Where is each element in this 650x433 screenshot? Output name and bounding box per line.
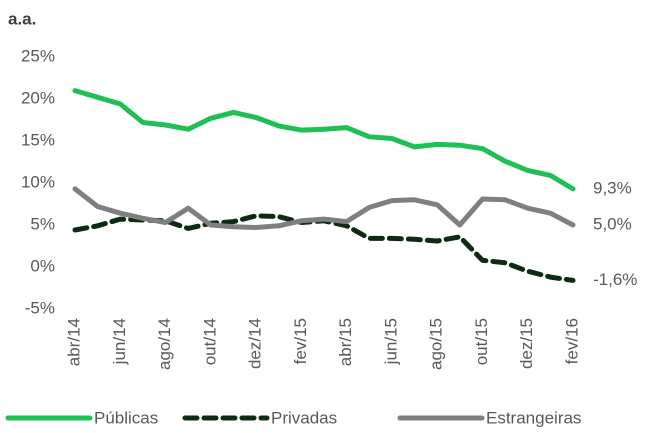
- y-tick-label: 25%: [21, 46, 55, 65]
- x-tick-label: dez/15: [517, 318, 536, 369]
- x-tick-label: abr/14: [64, 318, 83, 366]
- legend-label: Estrangeiras: [486, 408, 581, 427]
- x-tick-label: jun/15: [381, 318, 400, 365]
- x-tick-label: dez/14: [246, 318, 265, 369]
- y-tick-label: 0%: [30, 256, 55, 275]
- x-tick-label: out/14: [200, 318, 219, 365]
- y-tick-label: 15%: [21, 130, 55, 149]
- legend-label: Públicas: [94, 408, 158, 427]
- data-label: -1,6%: [593, 270, 637, 289]
- x-tick-label: abr/15: [336, 318, 355, 366]
- line-series: [72, 213, 576, 283]
- y-tick-label: 20%: [21, 88, 55, 107]
- x-tick-label: fev/15: [291, 318, 310, 364]
- line-series: [72, 186, 576, 230]
- legend-label: Privadas: [271, 408, 337, 427]
- x-tick-label: ago/14: [155, 318, 174, 370]
- y-tick-label: -5%: [25, 298, 55, 317]
- line-series: [72, 88, 576, 192]
- y-tick-label: 10%: [21, 172, 55, 191]
- x-tick-label: out/15: [472, 318, 491, 365]
- y-axis-label: a.a.: [8, 9, 36, 28]
- x-tick-label: jun/14: [110, 318, 129, 365]
- data-label: 9,3%: [593, 178, 632, 197]
- x-tick-label: fev/16: [562, 318, 581, 364]
- y-tick-label: 5%: [30, 214, 55, 233]
- data-label: 5,0%: [593, 214, 632, 233]
- x-tick-label: ago/15: [427, 318, 446, 370]
